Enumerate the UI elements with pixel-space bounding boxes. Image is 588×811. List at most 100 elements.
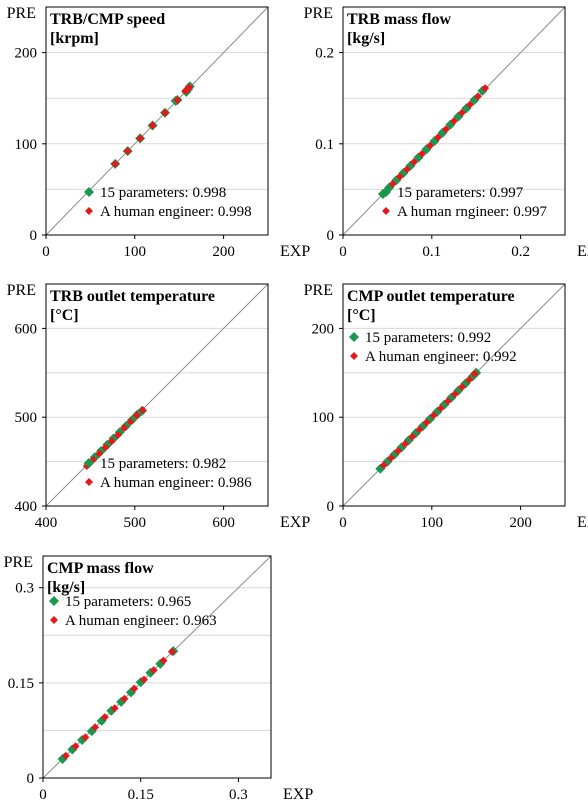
data-point-human-engineer (130, 684, 139, 693)
data-point-human-engineer (159, 656, 168, 665)
data-point-human-engineer (422, 418, 431, 427)
chart-title: TRB/CMP speed (50, 11, 165, 28)
chart-panel-4: 0 100 200 0 100 200 PRE EXP CMP outlet temperatu… (304, 282, 588, 531)
y-tick-label: 500 (15, 410, 38, 426)
data-point-human-engineer (457, 108, 466, 117)
data-point-human-engineer (410, 158, 419, 167)
data-point-human-engineer (436, 404, 445, 413)
data-point-human-engineer (443, 397, 452, 406)
chart-unit-label: [°C] (50, 307, 79, 324)
data-point-human-engineer (111, 159, 120, 168)
data-point-human-engineer (136, 134, 145, 143)
y-axis-label: PRE (7, 282, 36, 299)
data-point-human-engineer (126, 417, 135, 426)
y-tick-label: 0.3 (15, 581, 34, 597)
y-tick-label: 200 (312, 321, 335, 337)
y-tick-label: 600 (15, 321, 38, 337)
y-tick-label: 100 (15, 137, 38, 153)
y-tick-label: 100 (312, 410, 335, 426)
plot-frame (342, 283, 566, 507)
data-point-human-engineer (401, 439, 410, 448)
data-point-human-engineer (418, 149, 427, 158)
y-tick-label: 200 (15, 46, 38, 62)
data-point-human-engineer (465, 100, 474, 109)
plot-frame (42, 555, 272, 779)
y-axis-label: PRE (304, 282, 333, 299)
data-point-human-engineer (470, 369, 479, 378)
data-point-human-engineer (402, 165, 411, 174)
y-tick-label: 0 (327, 499, 335, 515)
chart-panel-1: 0 100 200 0 100 200 PRE EXP TRB/CMP speed [krpm] 1… (7, 5, 311, 260)
x-tick-label: 500 (124, 515, 147, 531)
y-tick-label: 0.15 (8, 676, 34, 692)
data-point-human-engineer (394, 446, 403, 455)
x-tick-label: 0.1 (422, 244, 441, 260)
data-point-human-engineer (113, 430, 122, 439)
chart-title: CMP outlet temperature (347, 288, 515, 305)
data-point-human-engineer (149, 666, 158, 675)
data-point-human-engineer (426, 141, 435, 150)
data-point-human-engineer (386, 454, 395, 463)
chart-title: CMP mass flow (47, 560, 154, 577)
data-point-human-engineer (429, 411, 438, 420)
x-tick-label: 400 (35, 515, 58, 531)
y-tick-label: 0 (27, 771, 35, 787)
x-tick-label: 100 (421, 515, 444, 531)
parity-line (45, 283, 269, 507)
legend-marker-15-parameters (84, 458, 94, 468)
x-tick-label: 200 (509, 515, 532, 531)
legend-label: A human engineer: 0.986 (100, 475, 252, 491)
data-point-human-engineer (442, 125, 451, 134)
data-point-human-engineer (139, 675, 148, 684)
y-axis-label: PRE (4, 554, 33, 571)
data-point-human-engineer (434, 133, 443, 142)
legend-marker-human-engineer (85, 207, 93, 215)
chart-panel-5: 0 0.15 0.3 0 0.15 0.3 PRE EXP CMP mass flow [kg/s… (4, 554, 314, 803)
data-point-human-engineer (100, 713, 109, 722)
legend-marker-human-engineer (50, 616, 58, 624)
legend-label: A human engineer: 0.992 (365, 349, 517, 365)
data-point-human-engineer (148, 121, 157, 130)
legend-marker-15-parameters (84, 187, 94, 197)
legend-label: 15 parameters: 0.982 (100, 456, 226, 472)
chart-unit-label: [kg/s] (347, 30, 385, 47)
x-tick-label: 200 (212, 244, 235, 260)
legend-label: A human engineer: 0.998 (100, 204, 252, 220)
legend-label: 15 parameters: 0.965 (65, 594, 191, 610)
x-axis-label: EXP (280, 243, 310, 260)
legend-marker-human-engineer (382, 207, 390, 215)
data-point-human-engineer (415, 425, 424, 434)
data-point-human-engineer (132, 411, 141, 420)
data-point-human-engineer (91, 723, 100, 732)
plot-frame (342, 6, 566, 236)
plot-frame (45, 283, 269, 507)
legend-marker-human-engineer (85, 478, 93, 486)
data-point-human-engineer (473, 92, 482, 101)
chart-title: TRB mass flow (347, 11, 451, 28)
data-point-human-engineer (388, 179, 397, 188)
chart-unit-label: [°C] (347, 307, 376, 324)
data-point-human-engineer (81, 733, 90, 742)
chart-panel-3: 400 500 600 400 500 600 PRE EXP TRB outlet tempe… (7, 282, 311, 531)
chart-unit-label: [krpm] (50, 30, 99, 47)
plot-frame (45, 6, 269, 236)
x-tick-label: 0.3 (229, 787, 248, 803)
data-point-human-engineer (450, 390, 459, 399)
data-point-human-engineer (95, 449, 104, 458)
legend-marker-15-parameters (381, 187, 391, 197)
data-point-human-engineer (101, 443, 110, 452)
x-axis-label: EXP (577, 243, 588, 260)
x-tick-label: 0.15 (128, 787, 154, 803)
data-point-human-engineer (110, 704, 119, 713)
data-point-human-engineer (379, 461, 388, 470)
x-tick-label: 0.2 (511, 244, 530, 260)
x-tick-label: 600 (212, 515, 235, 531)
data-point-human-engineer (457, 383, 466, 392)
x-axis-label: EXP (283, 786, 313, 803)
data-point-human-engineer (123, 147, 132, 156)
x-tick-label: 0 (339, 244, 347, 260)
x-tick-label: 0 (39, 787, 47, 803)
x-axis-label: EXP (577, 514, 588, 531)
chart-unit-label: [kg/s] (47, 579, 85, 596)
